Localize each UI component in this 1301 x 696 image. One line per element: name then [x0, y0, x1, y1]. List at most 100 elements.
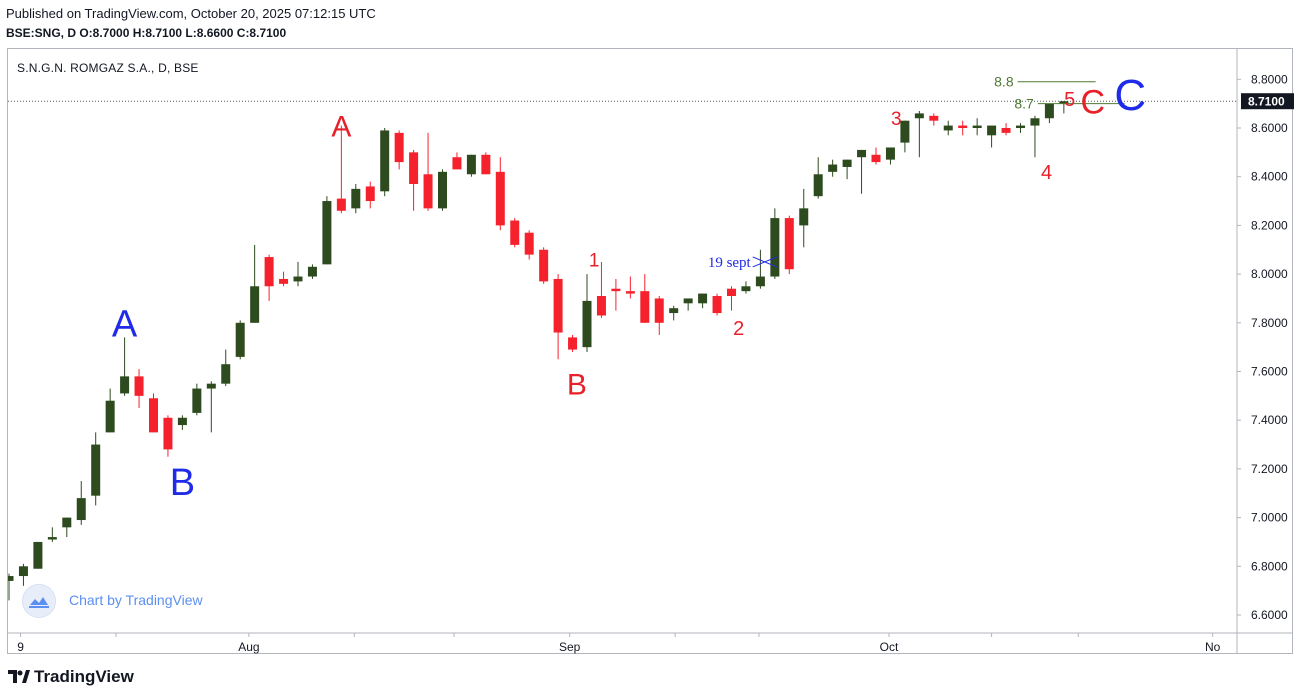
candle-down	[958, 125, 968, 128]
candle-up	[972, 125, 982, 128]
wave-label-blue: B	[170, 462, 195, 504]
event-marker-label: 19 sept	[708, 255, 752, 271]
candle-down	[394, 132, 404, 163]
y-tick-label: 6.6000	[1251, 608, 1288, 622]
candle-up	[987, 125, 997, 136]
candle-up	[293, 276, 303, 282]
ohlc-readout: BSE:SNG, D O:8.7000 H:8.7100 L:8.6600 C:…	[6, 26, 287, 40]
candle-up	[741, 286, 751, 292]
candle-down	[727, 288, 736, 297]
candle-up	[33, 541, 43, 569]
y-tick-label: 6.8000	[1251, 559, 1288, 573]
candle-up	[842, 159, 852, 167]
y-tick-label: 7.8000	[1251, 316, 1288, 330]
chart-frame[interactable]	[7, 48, 1293, 654]
candle-down	[452, 157, 462, 170]
candle-down	[568, 337, 578, 350]
candle-down	[596, 296, 606, 316]
candle-down	[264, 257, 274, 287]
candle-down	[134, 376, 144, 396]
y-tick-label: 7.4000	[1251, 413, 1288, 427]
tradingview-badge-icon[interactable]	[22, 584, 56, 618]
chart-by-tradingview-link[interactable]: Chart by TradingView	[69, 592, 203, 608]
candle-up	[62, 517, 72, 528]
candle-up	[466, 154, 476, 175]
y-tick-label: 8.4000	[1251, 170, 1288, 184]
candle-down	[784, 218, 794, 270]
candle-up	[857, 149, 867, 158]
candle-down	[336, 198, 346, 211]
wave-label-red: 5	[1064, 89, 1075, 111]
candle-down	[539, 249, 549, 282]
tradingview-brand-text: TradingView	[34, 667, 134, 686]
candle-up	[322, 201, 332, 265]
cloud-icon	[29, 597, 49, 608]
y-tick-label: 8.0000	[1251, 267, 1288, 281]
level-label: 8.8	[994, 74, 1014, 90]
candle-up	[900, 120, 910, 143]
candle-down	[654, 298, 664, 323]
candle-down	[929, 115, 939, 121]
candle-up	[307, 266, 317, 277]
tradingview-logo-icon	[8, 670, 30, 683]
candle-up	[438, 171, 447, 209]
candle-up	[18, 566, 28, 577]
candle-down	[1001, 128, 1011, 133]
y-tick-label: 8.6000	[1251, 121, 1288, 135]
tradingview-logo[interactable]: TradingView	[8, 667, 134, 687]
candle-down	[495, 171, 505, 226]
candle-down	[712, 296, 722, 314]
y-tick-label: 7.2000	[1251, 462, 1288, 476]
candle-up	[698, 293, 708, 304]
x-tick-label: 9	[17, 640, 24, 654]
wave-label-red: 2	[733, 318, 744, 340]
candle-down	[163, 417, 173, 450]
x-tick-label: Oct	[880, 640, 899, 654]
wave-label-red: A	[331, 110, 351, 143]
candle-up	[683, 298, 693, 304]
candle-down	[553, 278, 563, 333]
y-tick-label: 8.8000	[1251, 72, 1288, 86]
candle-up	[813, 174, 823, 197]
candle-down	[524, 232, 534, 255]
candle-up	[47, 537, 57, 540]
last-price-tag	[1241, 93, 1294, 110]
candle-down	[279, 278, 289, 284]
x-tick-label: Sep	[559, 640, 581, 654]
wave-label-red: 1	[589, 250, 600, 271]
candle-up	[914, 113, 924, 119]
candle-up	[669, 308, 679, 314]
candle-up	[250, 286, 260, 323]
candle-down	[149, 398, 158, 433]
candle-up	[177, 417, 187, 426]
wave-label-red: B	[567, 368, 587, 401]
candle-up	[8, 576, 14, 581]
candle-down	[611, 288, 621, 292]
candle-up	[582, 300, 592, 348]
candle-up	[885, 147, 895, 160]
candle-up	[235, 322, 245, 357]
x-tick-label: No	[1205, 640, 1221, 654]
candle-up	[120, 376, 130, 394]
legend-title: S.N.G.N. ROMGAZ S.A., D, BSE	[17, 61, 199, 75]
candle-up	[770, 218, 780, 277]
candle-up	[351, 188, 361, 209]
candle-up	[206, 383, 216, 389]
candle-up	[1059, 101, 1069, 104]
wave-label-red: 3	[891, 109, 902, 130]
candle-down	[625, 291, 635, 294]
y-tick-label: 7.6000	[1251, 365, 1288, 379]
wave-label-red: 4	[1041, 162, 1052, 184]
candle-up	[828, 164, 838, 172]
wave-label-red: C	[1080, 83, 1105, 121]
candle-up	[105, 400, 115, 433]
level-label: 8.7	[1014, 96, 1034, 112]
candle-down	[640, 291, 650, 323]
candle-up	[221, 364, 231, 384]
last-price-tag-label: 8.7100	[1248, 95, 1285, 109]
candle-up	[1030, 118, 1040, 126]
candle-up	[755, 276, 765, 287]
y-tick-label: 8.2000	[1251, 218, 1288, 232]
